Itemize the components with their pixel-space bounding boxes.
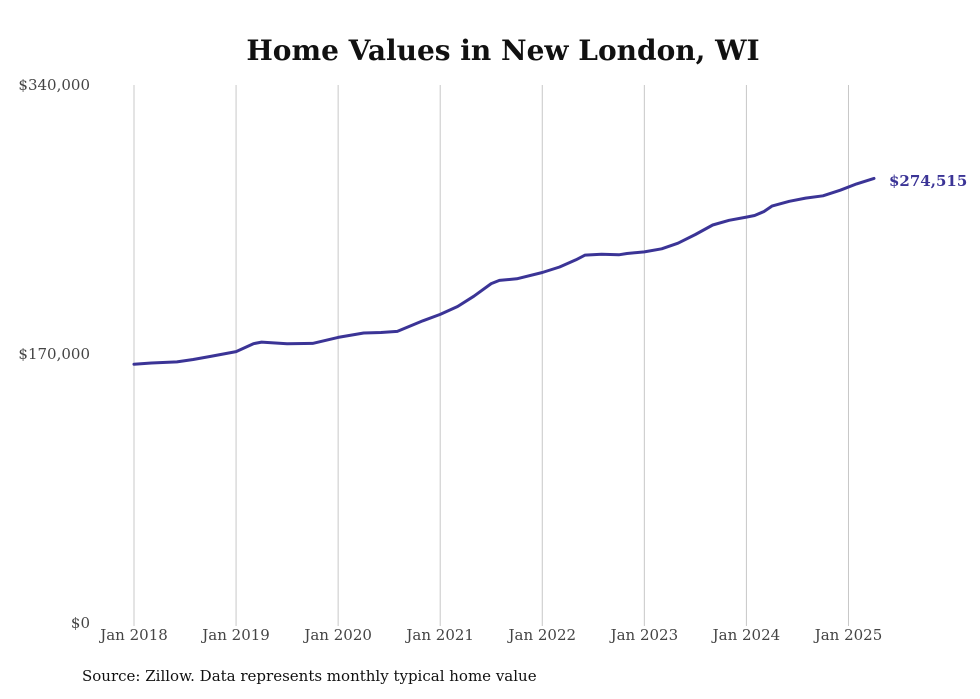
x-tick-label: Jan 2018 bbox=[98, 626, 168, 644]
home-value-line bbox=[132, 176, 876, 366]
x-tick-label: Jan 2024 bbox=[711, 626, 781, 644]
y-tick-label: $170,000 bbox=[18, 345, 90, 363]
chart-title: Home Values in New London, WI bbox=[246, 34, 759, 67]
x-tick-label: Jan 2022 bbox=[506, 626, 576, 644]
y-axis-ticks: $0 $170,000 $340,000 bbox=[18, 76, 90, 632]
vertical-gridlines bbox=[133, 85, 849, 626]
x-tick-label: Jan 2025 bbox=[813, 626, 883, 644]
y-tick-label: $340,000 bbox=[18, 76, 90, 94]
x-tick-label: Jan 2020 bbox=[302, 626, 372, 644]
latest-value-label: $274,515 bbox=[889, 172, 967, 190]
x-tick-label: Jan 2021 bbox=[404, 626, 474, 644]
x-tick-label: Jan 2023 bbox=[609, 626, 679, 644]
x-axis-ticks: Jan 2018 Jan 2019 Jan 2020 Jan 2021 Jan 2022… bbox=[98, 626, 882, 644]
x-tick-label: Jan 2019 bbox=[200, 626, 270, 644]
home-values-chart: Home Values in New London, WI $0 $170,000… bbox=[18, 34, 967, 644]
source-note: Source: Zillow. Data represents monthly … bbox=[82, 667, 537, 685]
y-tick-label: $0 bbox=[71, 614, 90, 632]
